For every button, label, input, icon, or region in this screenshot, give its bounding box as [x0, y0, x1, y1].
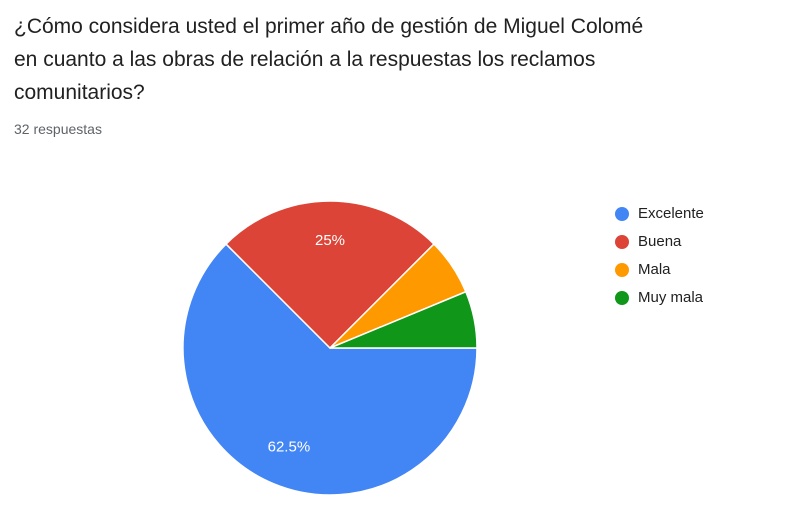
- legend-item-buena: Buena: [615, 233, 704, 250]
- legend-item-mala: Mala: [615, 261, 704, 278]
- chart-legend: Excelente Buena Mala Muy mala: [615, 205, 704, 306]
- slice-percentage-label: 25%: [315, 232, 345, 249]
- question-title-line-2: en cuanto a las obras de relación a la r…: [14, 48, 596, 71]
- pie-slice-muy-mala[interactable]: [329, 291, 478, 349]
- legend-label: Mala: [638, 261, 671, 278]
- legend-swatch-icon: [615, 234, 629, 249]
- question-title-line-1: ¿Cómo considera usted el primer año de g…: [14, 15, 644, 38]
- pie-slice-buena[interactable]: [225, 200, 435, 349]
- pie-chart: 62.5% 25%: [182, 200, 478, 496]
- slice-percentage-label: 62.5%: [268, 439, 311, 456]
- question-title: ¿Cómo considera usted el primer año de g…: [14, 10, 774, 109]
- legend-label: Buena: [638, 233, 682, 250]
- legend-swatch-icon: [615, 262, 629, 277]
- pie-slice-excelente[interactable]: [182, 243, 478, 496]
- legend-item-excelente: Excelente: [615, 205, 704, 222]
- legend-swatch-icon: [615, 290, 629, 305]
- question-title-line-3: comunitarios?: [14, 81, 145, 104]
- responses-count: 32 respuestas: [14, 121, 102, 137]
- legend-item-muy-mala: Muy mala: [615, 289, 704, 306]
- legend-swatch-icon: [615, 206, 629, 221]
- legend-label: Excelente: [638, 205, 704, 222]
- legend-label: Muy mala: [638, 289, 704, 306]
